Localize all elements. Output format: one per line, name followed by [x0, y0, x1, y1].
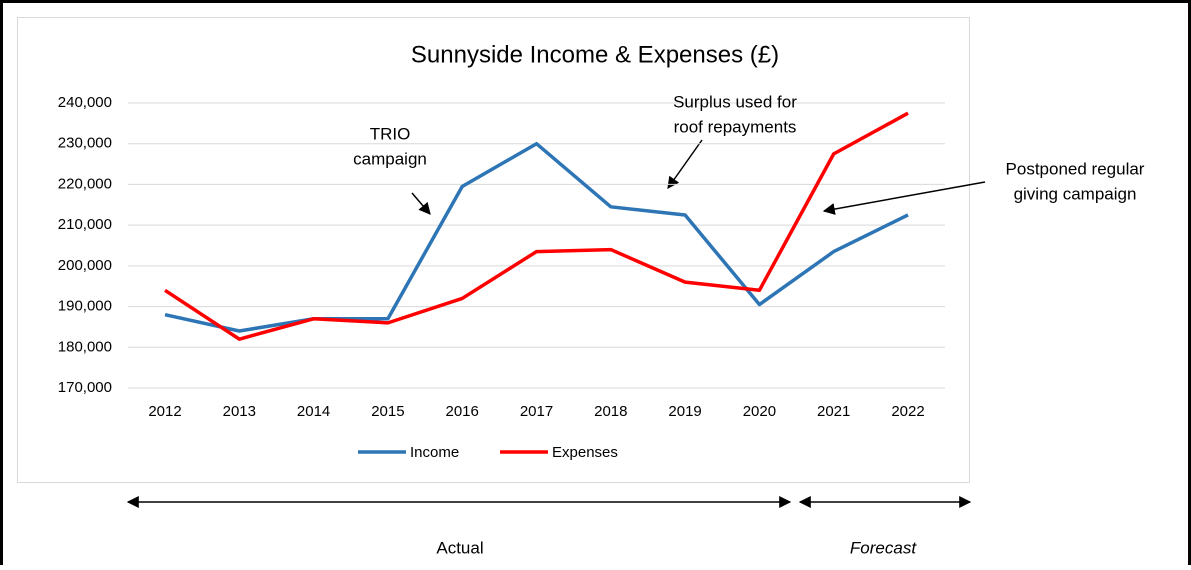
y-tick-label: 210,000	[58, 216, 112, 233]
annotation: TRIO	[370, 124, 411, 143]
annotation: campaign	[353, 149, 427, 168]
y-tick-label: 170,000	[58, 379, 112, 396]
chart-title: Sunnyside Income & Expenses (£)	[411, 41, 779, 68]
series-line	[164, 141, 909, 333]
annotation: roof repayments	[674, 117, 797, 136]
annotation-arrow	[822, 181, 986, 215]
chart-area	[17, 17, 970, 483]
y-tick-label: 190,000	[58, 298, 112, 315]
legend-label: Income	[410, 444, 459, 461]
annotation: giving campaign	[1014, 184, 1137, 203]
x-tick-label: 2021	[817, 403, 850, 420]
annotation-arrow	[667, 139, 703, 189]
y-tick-label: 230,000	[58, 135, 112, 152]
legend-label: Expenses	[552, 444, 618, 461]
y-tick-label: 240,000	[58, 94, 112, 111]
y-tick-label: 200,000	[58, 257, 112, 274]
period-label: Forecast	[850, 538, 917, 557]
annotation: Postponed regular	[1006, 159, 1145, 178]
x-tick-label: 2012	[148, 403, 181, 420]
x-tick-label: 2017	[520, 403, 553, 420]
y-tick-label: 180,000	[58, 338, 112, 355]
x-tick-label: 2013	[223, 403, 256, 420]
x-tick-label: 2019	[668, 403, 701, 420]
x-tick-label: 2020	[743, 403, 776, 420]
x-tick-label: 2014	[297, 403, 330, 420]
x-tick-label: 2015	[371, 403, 404, 420]
y-tick-label: 220,000	[58, 175, 112, 192]
series-line	[164, 111, 909, 341]
annotation: Surplus used for	[673, 92, 797, 111]
x-tick-label: 2018	[594, 403, 627, 420]
x-tick-label: 2016	[446, 403, 479, 420]
x-tick-label: 2022	[891, 403, 924, 420]
annotation-arrow	[411, 192, 431, 215]
period-label: Actual	[436, 538, 483, 557]
